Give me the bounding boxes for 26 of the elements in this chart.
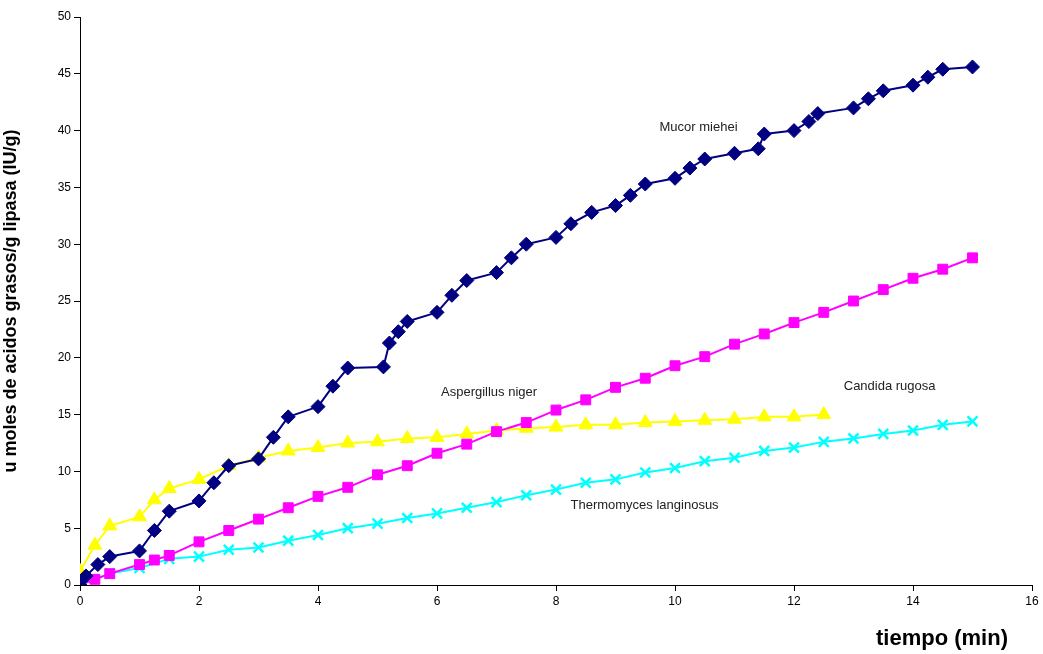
x-tick-label: 0 [76, 593, 84, 608]
series-label: Thermomyces langinosus [570, 496, 720, 512]
y-tick-label: 20 [57, 350, 72, 365]
y-tick-label: 25 [57, 293, 72, 308]
x-tick-label: 10 [668, 593, 682, 608]
y-tick-label: 45 [57, 66, 72, 81]
y-tick-label: 50 [57, 9, 72, 24]
x-tick-label: 4 [314, 593, 322, 608]
x-tick-label: 12 [787, 593, 801, 608]
x-tick-label: 14 [906, 593, 920, 608]
x-tick-label: 2 [195, 593, 203, 608]
series-label: Aspergillus niger [441, 383, 538, 399]
x-tick-label: 6 [433, 593, 441, 608]
y-tick-label: 35 [57, 179, 72, 194]
x-axis-title: tiempo (min) [876, 625, 1008, 650]
series-label: Candida rugosa [843, 378, 937, 394]
y-tick-label: 0 [64, 577, 72, 592]
y-axis-title: u moles de acidos grasos/g lipasa (IU/g) [0, 129, 20, 473]
x-tick-label: 8 [552, 593, 560, 608]
series-label: Mucor miehei [659, 118, 738, 134]
y-tick-label: 10 [57, 463, 72, 478]
y-tick-label: 40 [57, 122, 72, 137]
y-tick-label: 5 [64, 520, 72, 535]
y-tick-label: 30 [57, 236, 72, 251]
x-tick-label: 16 [1025, 593, 1039, 608]
y-tick-label: 15 [57, 406, 72, 421]
